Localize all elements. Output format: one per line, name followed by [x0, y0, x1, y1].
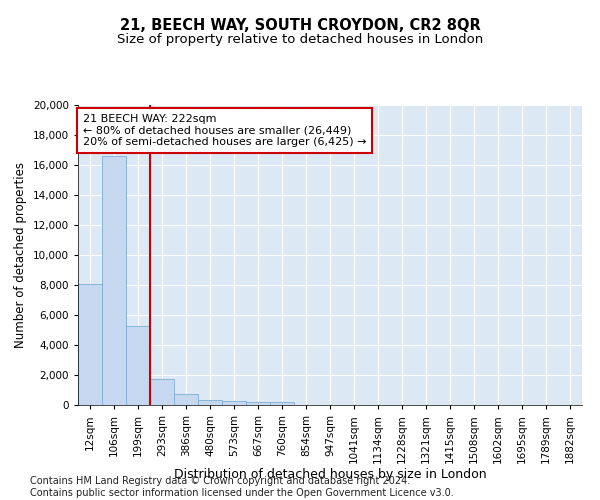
Bar [78, 284, 102, 405]
Bar [126, 326, 150, 405]
Bar [174, 394, 198, 405]
Bar [270, 402, 294, 405]
Text: 21 BEECH WAY: 222sqm
← 80% of detached houses are smaller (26,449)
20% of semi-d: 21 BEECH WAY: 222sqm ← 80% of detached h… [83, 114, 367, 147]
Text: 21, BEECH WAY, SOUTH CROYDON, CR2 8QR: 21, BEECH WAY, SOUTH CROYDON, CR2 8QR [119, 18, 481, 32]
Bar [102, 156, 126, 405]
Bar [246, 402, 270, 405]
X-axis label: Distribution of detached houses by size in London: Distribution of detached houses by size … [173, 468, 487, 481]
Text: Size of property relative to detached houses in London: Size of property relative to detached ho… [117, 32, 483, 46]
Bar [150, 379, 174, 405]
Text: Contains HM Land Registry data © Crown copyright and database right 2024.
Contai: Contains HM Land Registry data © Crown c… [30, 476, 454, 498]
Bar [222, 401, 246, 405]
Bar [198, 400, 222, 405]
Y-axis label: Number of detached properties: Number of detached properties [14, 162, 27, 348]
